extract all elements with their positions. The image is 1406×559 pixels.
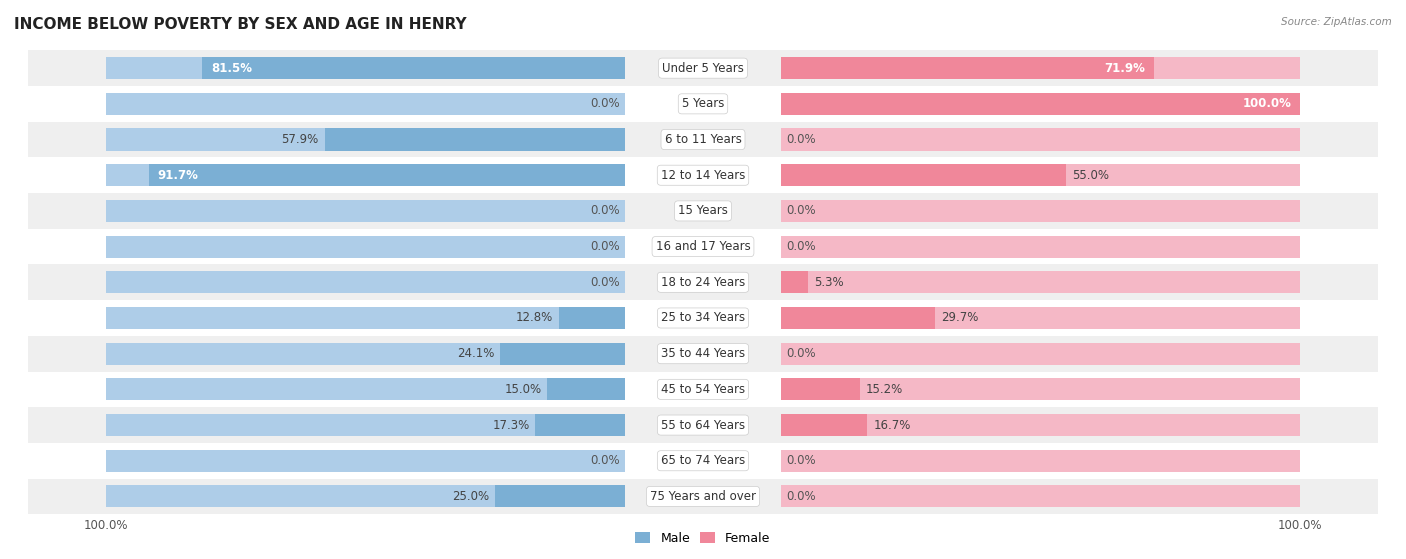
Bar: [780, 414, 1301, 436]
Text: 75 Years and over: 75 Years and over: [650, 490, 756, 503]
Text: 0.0%: 0.0%: [786, 490, 817, 503]
Bar: [780, 307, 935, 329]
Bar: [105, 164, 626, 186]
Text: 6 to 11 Years: 6 to 11 Years: [665, 133, 741, 146]
Text: 25 to 34 Years: 25 to 34 Years: [661, 311, 745, 324]
Bar: [105, 129, 626, 150]
Bar: [105, 414, 626, 436]
Text: Under 5 Years: Under 5 Years: [662, 61, 744, 75]
Bar: [28, 193, 1378, 229]
Text: 35 to 44 Years: 35 to 44 Years: [661, 347, 745, 360]
Bar: [149, 164, 626, 186]
Text: 24.1%: 24.1%: [457, 347, 494, 360]
Bar: [780, 343, 1301, 364]
Text: 0.0%: 0.0%: [589, 205, 620, 217]
Text: 0.0%: 0.0%: [786, 240, 817, 253]
Text: 55.0%: 55.0%: [1073, 169, 1109, 182]
Bar: [105, 449, 626, 472]
Text: 16 and 17 Years: 16 and 17 Years: [655, 240, 751, 253]
Bar: [105, 307, 626, 329]
Bar: [105, 378, 626, 400]
Bar: [105, 200, 626, 222]
Bar: [780, 414, 868, 436]
Bar: [780, 235, 1301, 258]
Text: 57.9%: 57.9%: [281, 133, 319, 146]
Bar: [28, 158, 1378, 193]
Bar: [558, 307, 626, 329]
Bar: [28, 86, 1378, 122]
Bar: [780, 57, 1301, 79]
Text: 12.8%: 12.8%: [516, 311, 553, 324]
Text: 100.0%: 100.0%: [1243, 97, 1291, 110]
Bar: [28, 300, 1378, 336]
Text: 0.0%: 0.0%: [786, 347, 817, 360]
Bar: [325, 129, 626, 150]
Text: 16.7%: 16.7%: [873, 419, 911, 432]
Text: 5.3%: 5.3%: [814, 276, 844, 289]
Text: 18 to 24 Years: 18 to 24 Years: [661, 276, 745, 289]
Text: 91.7%: 91.7%: [157, 169, 198, 182]
Bar: [780, 200, 1301, 222]
Bar: [780, 271, 1301, 293]
Text: 0.0%: 0.0%: [589, 276, 620, 289]
Bar: [202, 57, 626, 79]
Text: 5 Years: 5 Years: [682, 97, 724, 110]
Text: 29.7%: 29.7%: [941, 311, 979, 324]
Bar: [780, 485, 1301, 508]
Bar: [28, 372, 1378, 407]
Bar: [105, 485, 626, 508]
Text: 15 Years: 15 Years: [678, 205, 728, 217]
Text: 0.0%: 0.0%: [589, 97, 620, 110]
Bar: [28, 50, 1378, 86]
Bar: [105, 235, 626, 258]
Bar: [780, 93, 1301, 115]
Text: 71.9%: 71.9%: [1104, 61, 1146, 75]
Bar: [105, 93, 626, 115]
Bar: [780, 271, 808, 293]
Text: 0.0%: 0.0%: [589, 240, 620, 253]
Text: 15.2%: 15.2%: [866, 383, 903, 396]
Text: 45 to 54 Years: 45 to 54 Years: [661, 383, 745, 396]
Text: 0.0%: 0.0%: [786, 454, 817, 467]
Text: 65 to 74 Years: 65 to 74 Years: [661, 454, 745, 467]
Bar: [780, 93, 1301, 115]
Text: 17.3%: 17.3%: [492, 419, 530, 432]
Bar: [28, 122, 1378, 158]
Bar: [780, 164, 1066, 186]
Bar: [495, 485, 626, 508]
Bar: [28, 229, 1378, 264]
Text: Source: ZipAtlas.com: Source: ZipAtlas.com: [1281, 17, 1392, 27]
Text: 0.0%: 0.0%: [589, 454, 620, 467]
Text: 55 to 64 Years: 55 to 64 Years: [661, 419, 745, 432]
Bar: [547, 378, 626, 400]
Bar: [536, 414, 626, 436]
Bar: [780, 378, 859, 400]
Bar: [780, 57, 1154, 79]
Bar: [780, 129, 1301, 150]
Bar: [105, 271, 626, 293]
Text: 25.0%: 25.0%: [453, 490, 489, 503]
Text: 15.0%: 15.0%: [505, 383, 541, 396]
Bar: [780, 164, 1301, 186]
Bar: [28, 443, 1378, 479]
Text: 0.0%: 0.0%: [786, 205, 817, 217]
Bar: [780, 378, 1301, 400]
Bar: [501, 343, 626, 364]
Bar: [28, 336, 1378, 372]
Bar: [105, 343, 626, 364]
Text: 12 to 14 Years: 12 to 14 Years: [661, 169, 745, 182]
Bar: [780, 307, 1301, 329]
Bar: [28, 264, 1378, 300]
Bar: [28, 407, 1378, 443]
Text: INCOME BELOW POVERTY BY SEX AND AGE IN HENRY: INCOME BELOW POVERTY BY SEX AND AGE IN H…: [14, 17, 467, 32]
Text: 0.0%: 0.0%: [786, 133, 817, 146]
Bar: [780, 449, 1301, 472]
Legend: Male, Female: Male, Female: [630, 527, 776, 550]
Bar: [105, 57, 626, 79]
Bar: [28, 479, 1378, 514]
Text: 81.5%: 81.5%: [211, 61, 252, 75]
